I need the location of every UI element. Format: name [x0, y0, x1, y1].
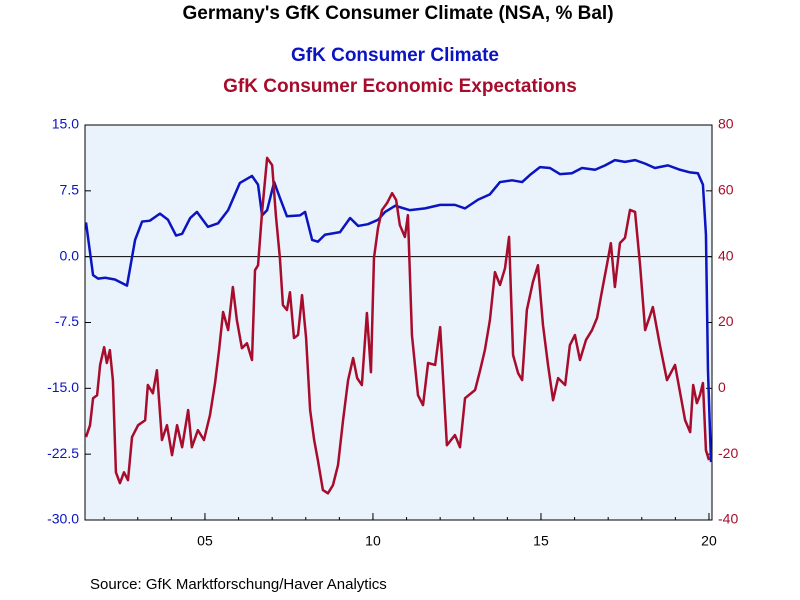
- legend-entry: GfK Consumer Economic Expectations: [223, 76, 577, 97]
- y2-tick-label: 20: [718, 313, 734, 329]
- y-tick-label: 0.0: [60, 247, 80, 263]
- x-tick-label: 05: [197, 533, 213, 549]
- y-tick-label: -30.0: [47, 511, 79, 527]
- y2-tick-label: -20: [718, 445, 738, 461]
- y-tick-label: -15.0: [47, 379, 79, 395]
- series-line: [84, 156, 711, 495]
- x-tick-label: 10: [365, 533, 381, 549]
- y2-tick-label: -40: [718, 511, 738, 527]
- y2-tick-label: 0: [718, 379, 726, 395]
- y2-tick-label: 60: [718, 182, 734, 198]
- series-line: [84, 158, 713, 463]
- plot-area: [84, 124, 713, 521]
- y-tick-label: 7.5: [60, 182, 80, 198]
- y-tick-label: 15.0: [52, 116, 79, 132]
- legend-entry: GfK Consumer Climate: [291, 45, 499, 66]
- y-tick-label: -7.5: [55, 313, 79, 329]
- y2-tick-label: 40: [718, 247, 734, 263]
- chart-title: Germany's GfK Consumer Climate (NSA, % B…: [182, 3, 613, 24]
- x-tick-label: 15: [533, 533, 549, 549]
- source-note: Source: GfK Marktforschung/Haver Analyti…: [90, 576, 387, 593]
- x-tick-label: 20: [701, 533, 717, 549]
- y2-tick-label: 80: [718, 116, 734, 132]
- y-tick-label: -22.5: [47, 445, 79, 461]
